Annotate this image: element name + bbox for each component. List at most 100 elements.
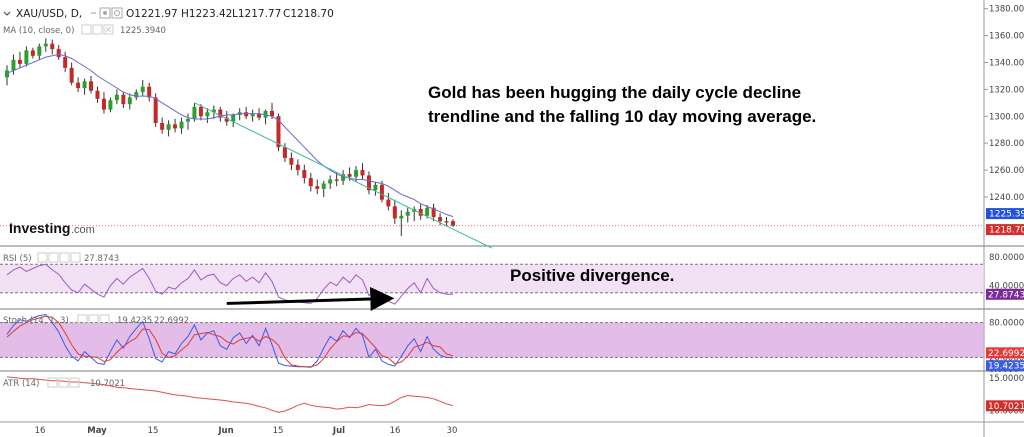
ma-legend-value: 1225.3940 <box>120 26 166 36</box>
candle-body <box>37 46 42 56</box>
candle-body <box>173 124 178 129</box>
candle-body <box>315 186 320 189</box>
stoch-k-tag: 19.4235 <box>986 360 1024 372</box>
stoch-k-legend-value: 19.4235 <box>117 316 152 326</box>
candle-body <box>366 175 371 191</box>
stoch-k-series-line <box>6 313 454 368</box>
candle-body <box>89 81 94 91</box>
time-axis: 16 May 15 Jun 15 Jul 16 30 <box>35 426 458 436</box>
candle-body <box>224 117 229 122</box>
time-tick-label: 15 <box>148 426 159 436</box>
ma-price-tag: 1225.39 <box>986 208 1024 220</box>
atr-legend-label[interactable]: ATR (14) <box>3 379 39 389</box>
candle-body <box>418 209 423 216</box>
candle-body <box>379 184 384 200</box>
main-legend: XAU/USD, D, O1221.97 H1223.42 L1217.77 C… <box>3 7 334 36</box>
candle-body <box>76 82 81 89</box>
price-tick-label: 1360.00 <box>989 32 1024 42</box>
candle-body <box>121 94 126 105</box>
eye-icon[interactable] <box>99 7 111 19</box>
rsi-legend: RSI (5) 27.8743 <box>3 252 119 264</box>
atr-tick-label: 10.0000 <box>989 406 1024 416</box>
stoch-legend: Stoch (14, 1, 3) 19.4235 22.6992 <box>3 314 189 326</box>
candle-body <box>160 123 165 130</box>
divergence-arrow[interactable] <box>226 287 395 311</box>
candle-body <box>127 97 132 105</box>
candle-body <box>5 70 9 78</box>
ohlc-open: O1221.97 <box>126 8 178 20</box>
logo-name: Investing <box>9 220 70 236</box>
time-tick-label: 16 <box>35 426 46 436</box>
price-axis: 1380.00 1360.00 1340.00 1320.00 1300.00 1280.… <box>984 5 1024 203</box>
candle-body <box>444 221 449 223</box>
time-tick-label: Jun <box>217 426 233 436</box>
price-tick-label: 1240.00 <box>989 193 1024 203</box>
candle-body <box>192 106 197 119</box>
candle-body <box>341 174 346 181</box>
time-tick-label: May <box>87 426 107 436</box>
candle-body <box>386 199 391 207</box>
price-tick-label: 1280.00 <box>989 139 1024 149</box>
chevron-down-icon[interactable] <box>3 11 11 16</box>
stoch-d-series-line <box>6 315 454 368</box>
atr-value-tag: 10.7021 <box>986 400 1024 412</box>
candle-body <box>30 50 35 56</box>
ohlc-low: L1217.77 <box>232 8 281 20</box>
candle-body <box>211 109 216 113</box>
ma10-series-line <box>6 53 454 218</box>
close-price-tag: 1218.70 <box>986 224 1024 236</box>
candle-body <box>250 113 255 117</box>
candle-body <box>289 157 294 165</box>
symbol-label[interactable]: XAU/USD, D, <box>16 8 82 20</box>
candle-body <box>179 121 184 129</box>
candle-body <box>392 206 397 219</box>
candle-body <box>270 110 275 117</box>
candle-body <box>295 164 300 171</box>
ma-legend-label[interactable]: MA (10, close, 0) <box>3 26 74 36</box>
settings-icon[interactable] <box>111 7 123 19</box>
candle-body <box>198 106 203 117</box>
time-tick-label: 30 <box>447 426 458 436</box>
rsi-legend-label[interactable]: RSI (5) <box>3 254 32 264</box>
candle-body <box>399 215 404 219</box>
candle-body <box>218 109 223 118</box>
atr-legend-value: 10.7021 <box>90 379 125 389</box>
ma-price-tag-text: 1225.39 <box>989 210 1024 220</box>
candle-body <box>231 114 236 122</box>
ohlc-high: H1223.42 <box>181 8 232 20</box>
stoch-legend-label[interactable]: Stoch (14, 1, 3) <box>3 316 69 326</box>
candle-body <box>354 170 359 177</box>
ohlc-close: C1218.70 <box>283 8 334 20</box>
candle-body <box>373 184 378 191</box>
stoch-tick-label: 80.0000 <box>989 319 1024 329</box>
price-tick-label: 1320.00 <box>989 85 1024 95</box>
candle-body <box>140 86 145 93</box>
investing-logo: Investing .com <box>9 220 95 236</box>
close-price-tag-text: 1218.70 <box>989 226 1024 236</box>
candle-body <box>360 170 365 176</box>
close-icon[interactable] <box>105 26 112 33</box>
candle-body <box>302 170 307 179</box>
price-tick-label: 1380.00 <box>989 5 1024 15</box>
candle-body <box>451 221 455 226</box>
ma-legend-icons[interactable] <box>81 24 114 35</box>
annotation-main-line1: Gold has been hugging the daily cycle de… <box>428 83 801 102</box>
rsi-tick-label: 40.0000 <box>989 282 1024 292</box>
stoch-d-tag-text: 22.6992 <box>988 349 1024 359</box>
candle-body <box>147 86 152 98</box>
time-tick-label: 15 <box>273 426 284 436</box>
candle-body <box>114 94 119 101</box>
trendline[interactable] <box>194 102 493 249</box>
time-tick-label: Jul <box>332 426 345 436</box>
candle-body <box>257 113 262 118</box>
candle-body <box>95 90 100 99</box>
atr-tick-label: 15.0000 <box>989 374 1024 384</box>
candle-body <box>63 57 68 68</box>
candle-body <box>185 118 190 122</box>
rsi-tick-label: 80.0000 <box>989 253 1024 263</box>
candle-body <box>425 207 430 216</box>
candle-body <box>153 97 158 123</box>
candle-body <box>11 59 16 71</box>
candle-body <box>438 217 443 222</box>
